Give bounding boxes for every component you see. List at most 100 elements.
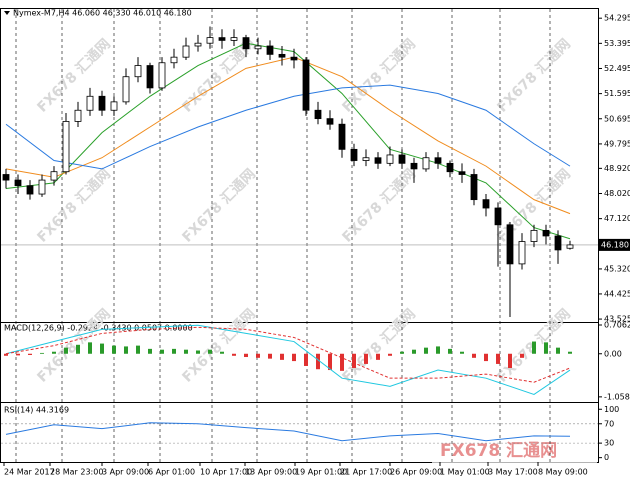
y-tick-label: 0 (604, 453, 609, 462)
macd-bar (472, 353, 476, 358)
candle-body (446, 162, 454, 173)
y-tick-label: 0.7062 (604, 321, 630, 330)
candle-body (566, 244, 574, 249)
macd-bar (4, 353, 8, 356)
candle-body (194, 42, 202, 47)
candle-body (554, 235, 562, 251)
candle-body (242, 37, 250, 50)
candle-body (230, 37, 238, 41)
macd-bar (16, 353, 20, 356)
candle-body (326, 118, 334, 125)
macd-bar (544, 342, 548, 354)
candle-body (302, 59, 310, 111)
candle-body (386, 154, 394, 164)
macd-bar (412, 349, 416, 354)
x-tick-label: 19 Apr 01:00 (295, 468, 347, 477)
x-tick-label: 3 Apr 09:00 (102, 468, 149, 477)
macd-bar (64, 347, 68, 354)
y-tick-label: 47.120 (604, 214, 630, 223)
menu-arrow[interactable] (4, 11, 10, 15)
candle-body (374, 157, 382, 164)
candle-body (182, 45, 190, 58)
current-price-label: 46.180 (601, 240, 629, 249)
current-price-box (599, 238, 630, 251)
candle-body (14, 179, 22, 187)
x-tick-label: 8 May 09:00 (538, 468, 588, 477)
macd-bar (568, 351, 572, 354)
y-tick-label: -1.0589 (604, 392, 630, 401)
macd-bar (88, 342, 92, 354)
candle-body (458, 171, 466, 175)
candle-body (74, 109, 82, 122)
candle-body (362, 157, 370, 161)
x-tick-label: 1 May 01:00 (440, 468, 490, 477)
x-tick-label: 21 Apr 17:00 (340, 468, 392, 477)
macd-line (5, 324, 571, 396)
macd-bar (136, 345, 140, 354)
macd-bar (304, 353, 308, 366)
candle-body (26, 185, 34, 195)
macd-bar (424, 347, 428, 354)
macd-bar (352, 353, 356, 369)
x-tick-label: 6 Apr 01:00 (148, 468, 195, 477)
macd-bar (184, 349, 188, 354)
candle-body (506, 224, 514, 265)
x-tick-label: 3 May 17:00 (488, 468, 538, 477)
logo-bg (432, 437, 597, 463)
macd-bar (112, 345, 116, 354)
candle-body (530, 229, 538, 242)
macd-bar (376, 353, 380, 360)
candle-body (38, 179, 46, 195)
macd-bar (244, 353, 248, 358)
candle-body (434, 157, 442, 164)
candle-body (50, 171, 58, 181)
candle-body (518, 241, 526, 265)
y-tick-label: 49.795 (604, 139, 630, 148)
y-tick-label: 45.320 (604, 264, 630, 273)
macd-bar (448, 348, 452, 354)
candle-body (170, 56, 178, 64)
x-tick-label: 28 Mar 23:00 (50, 468, 103, 477)
macd-bar (268, 353, 272, 359)
y-tick-label: 54.295 (604, 14, 630, 23)
candle-body (206, 37, 214, 44)
macd-bar (508, 353, 512, 369)
candle-body (314, 109, 322, 120)
macd-bar (148, 348, 152, 354)
y-tick-label: 0.00 (604, 349, 622, 358)
macd-bar (232, 353, 236, 356)
macd-bar (28, 353, 32, 355)
y-tick-label: 30 (604, 439, 614, 448)
x-tick-label: 10 Apr 17:00 (200, 468, 252, 477)
macd-title: MACD(12,26,9) -0.2924 -0.3430 0.0507 0.0… (4, 324, 193, 333)
y-tick-label: 53.395 (604, 39, 630, 48)
signal-line (5, 326, 571, 383)
candle-body (254, 45, 262, 50)
macd-bar (292, 353, 296, 362)
macd-bar (460, 351, 464, 354)
candle-body (542, 229, 550, 237)
macd-bar (436, 346, 440, 354)
x-tick-label: 24 Mar 2017 (4, 468, 55, 477)
macd-bar (100, 343, 104, 354)
logo: FX678 汇通网 (440, 441, 557, 461)
candle-body (266, 45, 274, 55)
candle-body (86, 95, 94, 111)
y-tick-label: 44.425 (604, 289, 630, 298)
candle-body (110, 101, 118, 111)
x-tick-label: 26 Apr 09:00 (390, 468, 442, 477)
symbol-title: Nymex-M7,H4 46.060 46.330 46.010 46.180 (13, 9, 192, 18)
candle-body (338, 123, 346, 150)
y-tick-label: 48.020 (604, 189, 630, 198)
candle-body (494, 207, 502, 226)
macd-bar (316, 353, 320, 370)
macd-bar (400, 351, 404, 354)
candle-body (122, 76, 130, 103)
candle-body (290, 56, 298, 61)
candle-body (158, 62, 166, 89)
macd-bar (160, 349, 164, 354)
y-tick-label: 70 (604, 419, 614, 428)
macd-bar (76, 344, 80, 354)
candle-body (350, 148, 358, 161)
candle-body (410, 162, 418, 170)
